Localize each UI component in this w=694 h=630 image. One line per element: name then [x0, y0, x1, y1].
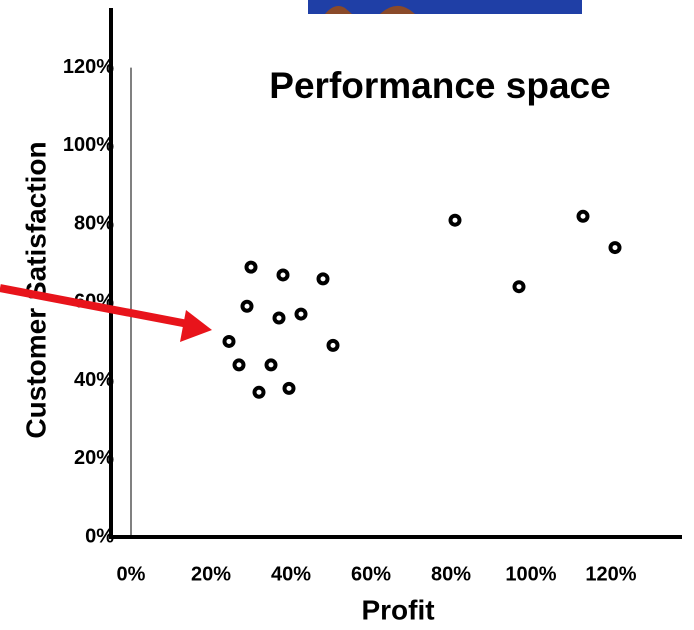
x-tick-label: 80% [431, 563, 471, 585]
point [282, 381, 296, 395]
x-tick-label: 0% [117, 563, 146, 585]
point [240, 299, 254, 313]
point [576, 209, 590, 223]
point [326, 338, 340, 352]
point [512, 280, 526, 294]
point [222, 334, 236, 348]
x-tick-label: 40% [271, 563, 311, 585]
point [252, 385, 266, 399]
x-tick-label: 60% [351, 563, 391, 585]
banner-figure [325, 5, 415, 14]
y-tick-label: 120% [63, 56, 114, 78]
point [232, 358, 246, 372]
x-tick-label: 20% [191, 563, 231, 585]
arrow [0, 284, 189, 328]
point [276, 268, 290, 282]
point [294, 307, 308, 321]
banner-image [308, 0, 582, 14]
point [244, 260, 258, 274]
chart-title: Performance space [269, 65, 610, 106]
y-tick-label: 40% [74, 369, 114, 391]
point [316, 272, 330, 286]
y-tick-label: 20% [74, 447, 114, 469]
point [608, 241, 622, 255]
x-tick-label: 120% [585, 563, 636, 585]
arrow-head [180, 310, 212, 342]
point [272, 311, 286, 325]
x-axis-label: Profit [361, 594, 434, 625]
plot: 0% 20% 40% 60% 80% 100% 120%0%20%40%60%80%100%… [63, 56, 637, 585]
point [448, 213, 462, 227]
y-tick-label: 80% [74, 212, 114, 234]
point [264, 358, 278, 372]
x-tick-label: 100% [505, 563, 556, 585]
y-tick-label: 0% [85, 525, 114, 547]
y-tick-label: 100% [63, 134, 114, 156]
